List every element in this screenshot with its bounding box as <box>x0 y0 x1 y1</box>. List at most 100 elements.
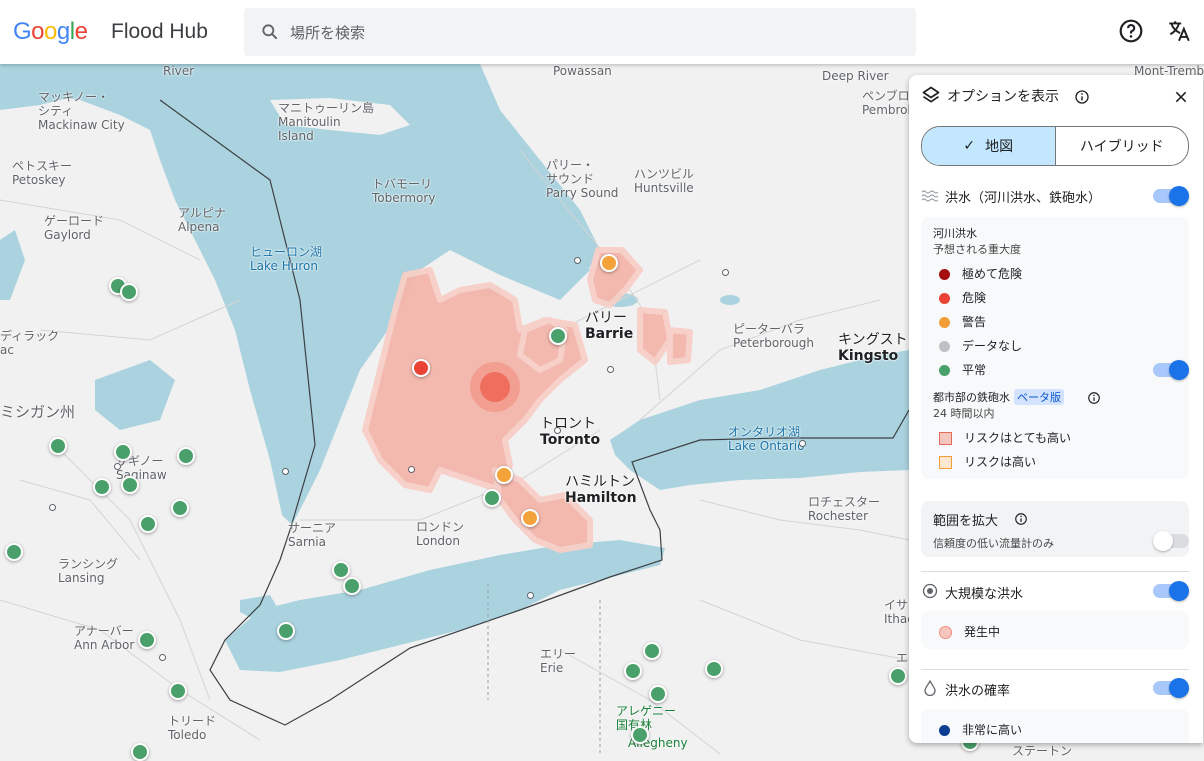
flood-area-east2 <box>667 327 693 365</box>
gauge-danger-pin[interactable] <box>412 359 430 377</box>
probability-card: 非常に高い <box>921 709 1189 743</box>
gauge-normal-pin[interactable] <box>277 622 295 640</box>
gauge-warning-pin[interactable] <box>600 254 618 272</box>
flood-area-east <box>637 307 673 365</box>
legend-item: データなし <box>939 337 1022 354</box>
major-flood-card: 発生中 <box>921 611 1189 649</box>
legend-label: データなし <box>962 339 1023 353</box>
gauge-normal-pin[interactable] <box>889 667 907 685</box>
map-type-toggle: ✓ 地図 ハイブリッド <box>921 126 1189 166</box>
map-label: ペンブロ <box>862 89 910 103</box>
map-label: Powassan <box>553 64 612 78</box>
map-label: Mont-Trembl <box>1134 64 1204 78</box>
city-dot <box>114 463 121 470</box>
lake-michigan-west <box>0 230 25 300</box>
tab-map[interactable]: ✓ 地図 <box>922 127 1056 165</box>
gauge-normal-pin[interactable] <box>177 447 195 465</box>
gauge-normal-pin[interactable] <box>121 476 139 494</box>
gauge-normal-pin[interactable] <box>643 642 661 660</box>
gauge-normal-pin[interactable] <box>549 327 567 345</box>
map-label: マッキノー・ シティ Mackinaw City <box>38 90 125 132</box>
normal-gauges-toggle[interactable] <box>1153 360 1189 380</box>
saginaw-bay <box>95 360 175 430</box>
legend-item: 危険 <box>939 289 986 306</box>
map-label: River <box>163 64 195 78</box>
gauge-normal-pin[interactable] <box>93 478 111 496</box>
divider <box>921 571 1189 572</box>
gauge-warning-pin[interactable] <box>521 509 539 527</box>
tab-hybrid[interactable]: ハイブリッド <box>1079 139 1164 155</box>
international-border <box>159 99 910 726</box>
city-dot <box>722 269 729 276</box>
map-label: トリード Toledo <box>168 714 217 742</box>
gauge-normal-pin[interactable] <box>139 515 157 533</box>
beta-badge: ベータ版 <box>1014 389 1064 405</box>
manitoulin-island <box>270 98 410 135</box>
map-label: バリー Barrie <box>585 310 634 342</box>
expand-range-card: 範囲を拡大 信頼度の低い流量計のみ <box>921 501 1189 557</box>
map-label: ハミルトン Hamilton <box>565 474 637 506</box>
map-label: オンタリオ湖 Lake Ontario <box>728 425 805 453</box>
gauge-normal-pin[interactable] <box>483 489 501 507</box>
flood-probability-toggle[interactable] <box>1153 678 1189 698</box>
major-flood-toggle[interactable] <box>1153 581 1189 601</box>
expand-range-toggle[interactable] <box>1153 531 1189 551</box>
search-input[interactable] <box>288 18 892 48</box>
major-flood-icon <box>922 583 938 599</box>
info-icon[interactable] <box>1014 512 1028 526</box>
map-label: キングスト Kingsto <box>838 332 908 364</box>
flood-legend-card: 河川洪水 予想される重大度 極めて危険 危険 警告 データなし 平常 都市部の鉄砲水 ベー… <box>921 217 1189 479</box>
gauge-normal-pin[interactable] <box>5 543 23 561</box>
expand-range-sub: 信頼度の低い流量計のみ <box>933 537 1054 550</box>
translate-icon[interactable] <box>1166 18 1192 44</box>
gauge-normal-pin[interactable] <box>649 685 667 703</box>
city-dot <box>527 592 534 599</box>
gauge-normal-pin[interactable] <box>120 283 138 301</box>
gauge-normal-pin[interactable] <box>343 577 361 595</box>
legend-swatch <box>939 293 950 304</box>
flood-layer-label: 洪水（河川洪水、鉄砲水） <box>945 191 1102 206</box>
map-label: トロント Toronto <box>540 416 601 448</box>
expand-range-label: 範囲を拡大 <box>933 514 999 529</box>
city-dot <box>574 257 581 264</box>
map-label: ロンドン London <box>416 520 465 548</box>
map-label: アナーバー Ann Arbor <box>74 624 135 652</box>
map-label: Pembrok <box>862 103 915 117</box>
info-icon[interactable] <box>1074 89 1090 105</box>
map-label: Deep River <box>822 69 889 83</box>
close-icon[interactable] <box>1173 89 1189 105</box>
help-icon[interactable] <box>1118 18 1144 44</box>
gauge-warning-pin[interactable] <box>495 466 513 484</box>
map-label: ミシガン州 <box>0 403 76 421</box>
state-border <box>487 584 601 754</box>
map-label: ランシング Lansing <box>58 557 119 585</box>
search-box[interactable] <box>244 8 916 56</box>
map-label: エリー Erie <box>540 647 577 675</box>
legend-item: 平常 <box>939 361 986 378</box>
lake-ontario <box>610 350 909 490</box>
droplet-icon <box>924 680 936 696</box>
gauge-normal-pin[interactable] <box>131 743 149 761</box>
gauge-normal-pin[interactable] <box>705 660 723 678</box>
map-label: ヒューロン湖 Lake Huron <box>250 245 323 273</box>
flood-layer-toggle[interactable] <box>1153 186 1189 206</box>
gauge-normal-pin[interactable] <box>169 682 187 700</box>
legend-swatch <box>939 317 950 328</box>
gauge-normal-pin[interactable] <box>114 443 132 461</box>
city-dot <box>282 468 289 475</box>
gauge-normal-pin[interactable] <box>138 631 156 649</box>
risk-very-high-swatch <box>939 432 952 445</box>
legend-swatch <box>939 365 950 376</box>
google-logo[interactable]: Google <box>13 18 88 45</box>
lake-michigan-north <box>0 64 80 110</box>
gauge-normal-pin[interactable] <box>624 662 642 680</box>
gauge-normal-pin[interactable] <box>332 561 350 579</box>
city-dot <box>607 366 614 373</box>
gauge-normal-pin[interactable] <box>631 726 649 744</box>
gauge-normal-pin[interactable] <box>49 437 67 455</box>
gauge-normal-pin[interactable] <box>171 499 189 517</box>
river-flood-label: 河川洪水 <box>933 227 977 240</box>
info-icon[interactable] <box>1087 391 1101 405</box>
legend-occurring: 発生中 <box>939 623 1000 640</box>
panel-title: オプションを表示 <box>947 89 1059 105</box>
